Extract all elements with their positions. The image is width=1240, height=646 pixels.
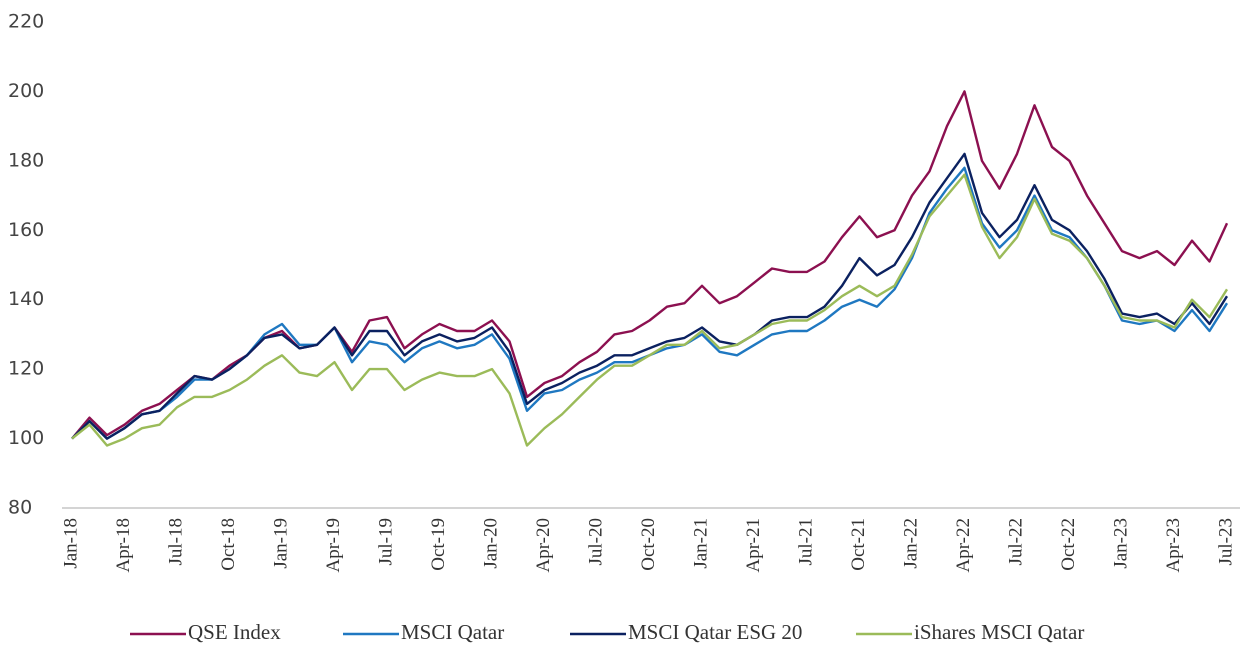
x-tick-label: Jul-23: [1215, 518, 1236, 566]
y-tick-label: 180: [8, 149, 44, 171]
x-tick-label: Apr-20: [533, 518, 554, 573]
series-line: [71, 90, 1229, 440]
x-tick-label: Apr-21: [743, 518, 764, 573]
x-tick-label: Oct-18: [218, 518, 239, 571]
legend-label: MSCI Qatar ESG 20: [628, 620, 802, 644]
series-line: [71, 166, 1229, 440]
x-tick-label: Oct-21: [848, 518, 869, 571]
legend-label: MSCI Qatar: [401, 620, 504, 644]
x-tick-label: Jul-22: [1005, 518, 1026, 566]
y-tick-label: 160: [8, 219, 44, 241]
y-tick-label: 100: [8, 427, 44, 449]
x-tick-label: Jan-23: [1110, 518, 1131, 569]
x-tick-label: Oct-22: [1058, 518, 1079, 571]
legend-label: QSE Index: [188, 620, 281, 644]
series-line: [71, 152, 1229, 440]
x-tick-label: Jul-19: [375, 518, 396, 566]
y-tick-label: 220: [8, 11, 44, 33]
series-line: [71, 173, 1229, 447]
x-tick-label: Jan-18: [60, 518, 81, 569]
legend-label: iShares MSCI Qatar: [914, 620, 1084, 644]
x-tick-label: Jul-20: [585, 518, 606, 566]
x-tick-label: Apr-19: [323, 518, 344, 573]
x-tick-label: Jan-22: [900, 518, 921, 569]
y-tick-label: 200: [8, 80, 44, 102]
y-tick-label: 80: [8, 497, 32, 519]
x-tick-label: Apr-18: [113, 518, 134, 573]
x-tick-label: Jan-19: [270, 518, 291, 569]
x-tick-label: Apr-23: [1163, 518, 1184, 573]
x-tick-label: Jan-20: [480, 518, 501, 569]
y-tick-label: 120: [8, 358, 44, 380]
x-tick-label: Apr-22: [953, 518, 974, 573]
x-tick-label: Jul-18: [165, 518, 186, 566]
x-tick-label: Oct-19: [428, 518, 449, 571]
y-tick-label: 140: [8, 288, 44, 310]
x-tick-label: Oct-20: [638, 518, 659, 571]
x-tick-label: Jul-21: [795, 518, 816, 566]
x-tick-label: Jan-21: [690, 518, 711, 569]
